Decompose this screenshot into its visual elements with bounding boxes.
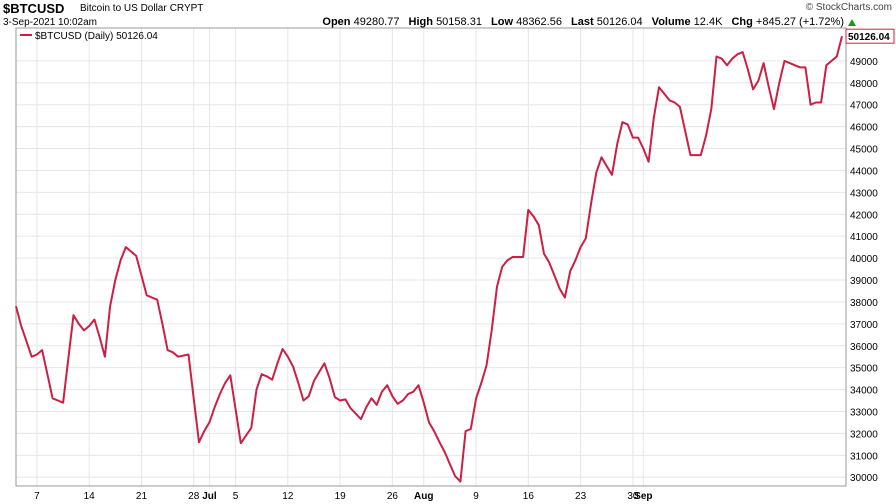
change-label: Chg (731, 16, 753, 28)
legend: $BTCUSD (Daily) 50126.04 (20, 31, 158, 42)
y-tick-label: 43000 (850, 188, 878, 199)
y-tick-label: 30000 (850, 473, 878, 484)
y-tick-label: 33000 (850, 407, 878, 418)
y-tick-label: 32000 (850, 429, 878, 440)
chart-header: $BTCUSD Bitcoin to US Dollar CRYPT 3-Sep-… (0, 0, 896, 30)
volume-label: Volume (651, 16, 691, 28)
y-tick-label: 31000 (850, 451, 878, 462)
y-tick-label: 36000 (850, 342, 878, 353)
x-tick-label: 9 (473, 491, 479, 502)
last-price-box (845, 28, 895, 44)
low-value: 48362.56 (516, 16, 562, 28)
x-tick-label: Jul (202, 491, 217, 502)
quote-stats: Open 49280.77 High 50158.31 Low 48362.56… (316, 16, 844, 28)
y-tick-label: 48000 (850, 79, 878, 90)
volume-value: 12.4K (693, 16, 723, 28)
y-tick-label: 37000 (850, 320, 878, 331)
y-tick-label: 44000 (850, 166, 878, 177)
high-value: 50158.31 (436, 16, 482, 28)
y-axis-ticks: 30000 31000 32000 33000 34000 35000 36000 37000… (850, 57, 878, 484)
last-label: Last (571, 16, 594, 28)
high-label: High (408, 16, 433, 28)
series-line-btcusd (15, 35, 843, 483)
x-tick-label: 23 (575, 491, 587, 502)
x-tick-label: 21 (136, 491, 148, 502)
last-value: 50126.04 (596, 16, 643, 28)
instrument-full-name: Bitcoin to US Dollar (80, 3, 167, 14)
y-tick-label: 34000 (850, 386, 878, 397)
timestamp: 3-Sep-2021 10:02am (3, 17, 97, 28)
last-price-marker: 50126.04 (845, 28, 895, 44)
y-tick-label: 49000 (850, 57, 878, 68)
up-arrow-icon (848, 19, 856, 26)
y-tick-label: 35000 (850, 364, 878, 375)
open-label: Open (322, 16, 351, 28)
last-price-label: 50126.04 (848, 32, 890, 43)
instrument-name: Bitcoin to US Dollar CRYPT (80, 3, 203, 14)
y-tick-label: 47000 (850, 101, 878, 112)
y-tick-label: 40000 (850, 254, 878, 265)
y-tick-label: 38000 (850, 298, 878, 309)
x-tick-label: 5 (233, 491, 239, 502)
chart-grid (16, 28, 846, 486)
x-tick-label: Aug (414, 491, 433, 502)
x-tick-label: Sep (634, 491, 652, 502)
x-tick-label: 14 (84, 491, 96, 502)
x-tick-label: 26 (387, 491, 399, 502)
x-tick-label: 7 (34, 491, 40, 502)
y-tick-label: 46000 (850, 123, 878, 134)
y-tick-label: 41000 (850, 232, 878, 243)
x-tick-label: 12 (282, 491, 294, 502)
x-tick-label: 30 (627, 491, 639, 502)
change-value: +845.27 (+1.72%) (755, 16, 844, 28)
y-tick-label: 42000 (850, 210, 878, 221)
ticker-symbol: $BTCUSD (3, 1, 65, 16)
x-tick-label: 16 (523, 491, 535, 502)
x-tick-label: 19 (335, 491, 347, 502)
x-tick-label: 28 (188, 491, 200, 502)
open-value: 49280.77 (353, 16, 400, 28)
plot-frame (15, 27, 847, 487)
brand-watermark[interactable]: © StockCharts.com (805, 2, 892, 13)
y-tick-label: 45000 (850, 145, 878, 156)
low-label: Low (491, 16, 514, 28)
y-tick-label: 39000 (850, 276, 878, 287)
legend-label: $BTCUSD (Daily) 50126.04 (35, 31, 158, 42)
exchange-label: CRYPT (169, 3, 204, 14)
